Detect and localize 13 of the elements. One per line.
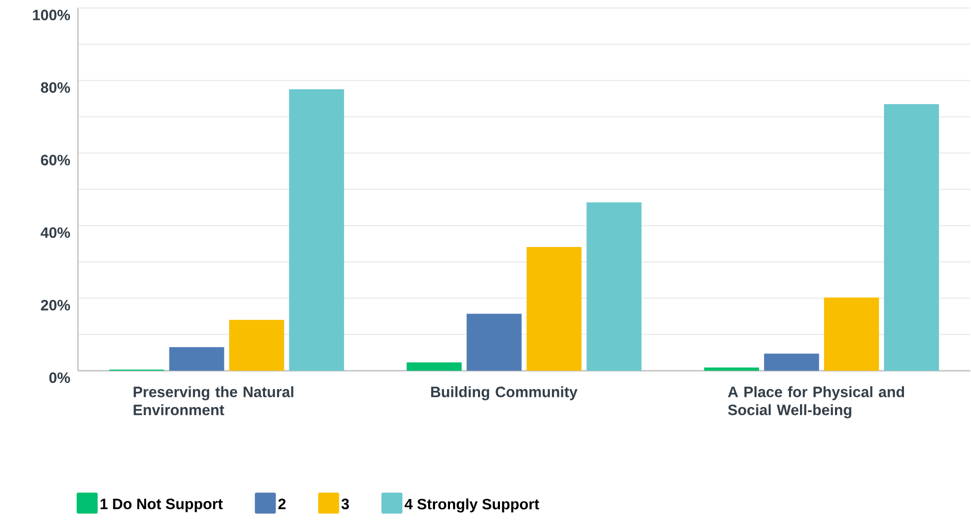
legend-label: 1 Do Not Support	[100, 498, 223, 512]
legend-label: 2	[278, 498, 286, 510]
y-tick-label: 80%	[40, 82, 70, 94]
x-tick-label: Preserving the Natural Environment	[134, 386, 294, 416]
x-tick-label: A Place for Physical and Social Well-being	[728, 386, 904, 418]
y-tick-label: 0%	[49, 372, 70, 384]
y-tick-label: 20%	[40, 300, 70, 311]
legend-label: 4 Strongly Support	[404, 498, 540, 513]
y-tick-label: 60%	[40, 154, 70, 166]
y-tick-label: 100%	[33, 10, 70, 20]
legend-label: 3	[341, 498, 349, 510]
y-tick-label: 40%	[40, 228, 70, 238]
x-tick-label: Building Community	[431, 386, 578, 400]
